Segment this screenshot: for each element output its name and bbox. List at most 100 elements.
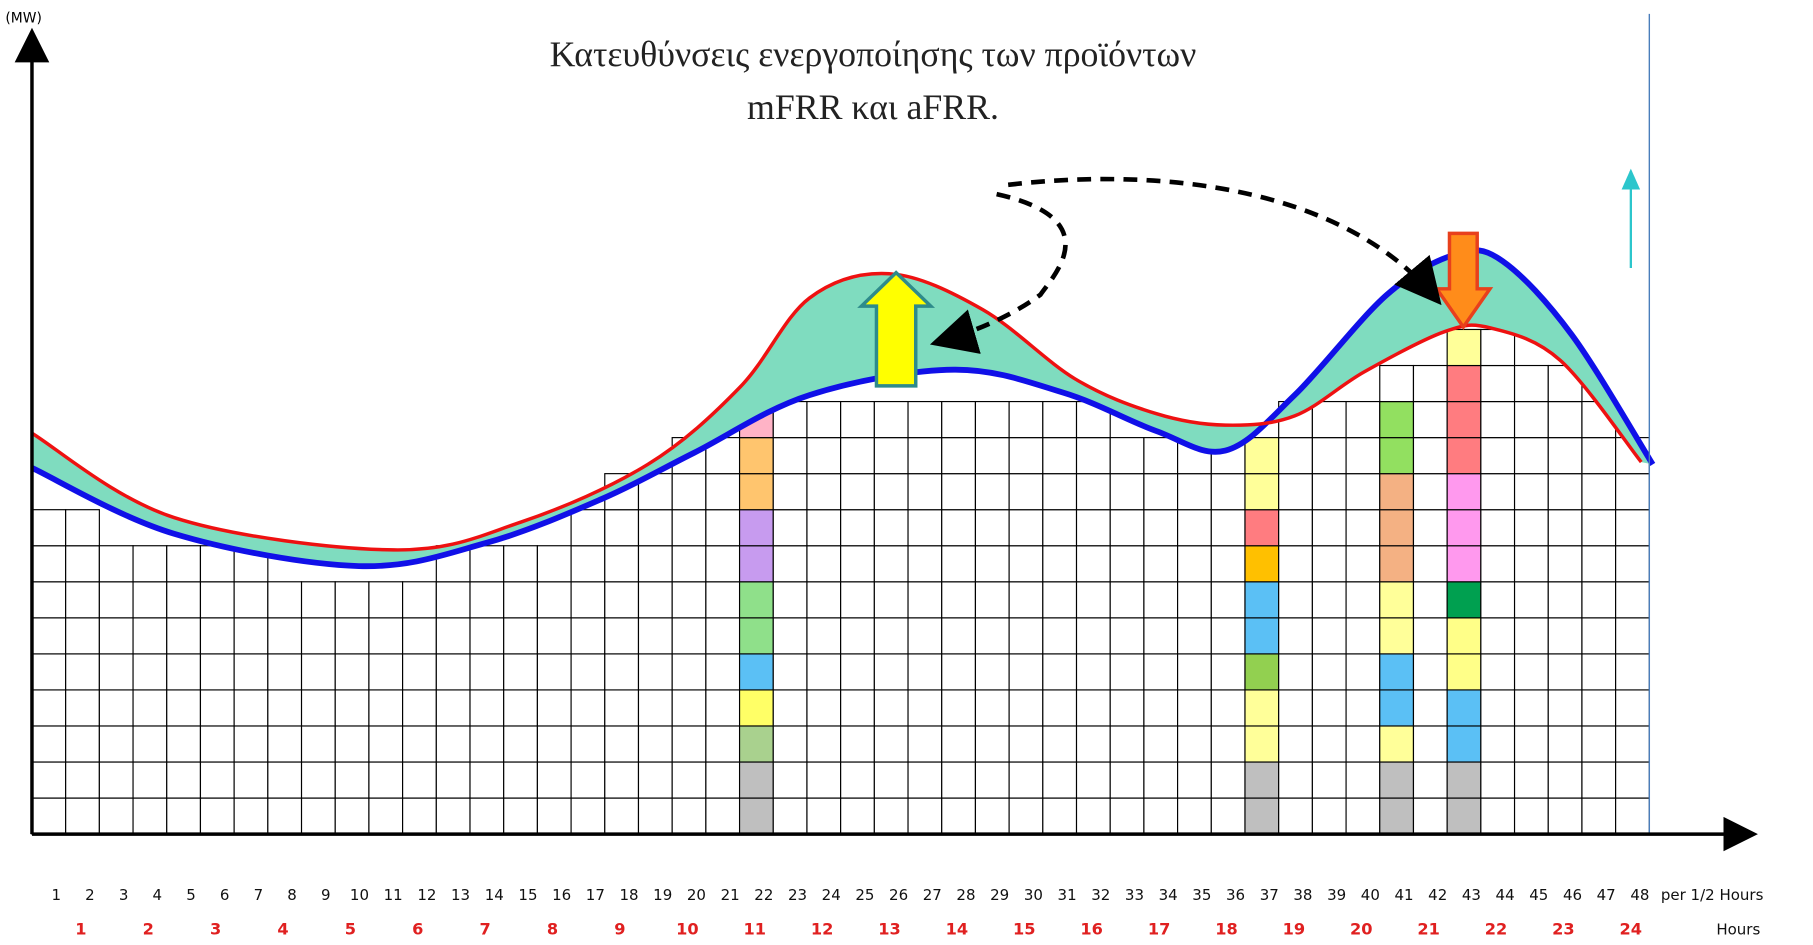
grid-cell (1244, 437, 1280, 475)
grid-cell (738, 761, 774, 799)
grid-cell (1446, 364, 1482, 403)
grid-cell (98, 689, 134, 727)
grid-cell (1075, 509, 1111, 547)
grid-cell (267, 653, 303, 691)
grid-cell (1143, 797, 1179, 835)
grid-cell (907, 545, 943, 583)
grid-cell (1412, 761, 1448, 799)
grid-cell (1412, 364, 1448, 403)
grid-cell (941, 617, 977, 655)
grid-cell (1513, 400, 1549, 439)
grid-cell (31, 797, 67, 835)
grid-cell (705, 725, 741, 763)
grid-cell (974, 689, 1010, 727)
grid-cell (1210, 473, 1246, 511)
grid-cell (941, 545, 977, 583)
half-hour-label: 35 (1192, 886, 1211, 904)
grid-cell (772, 725, 808, 763)
grid-cell (1075, 761, 1111, 799)
half-hour-label: 29 (990, 886, 1009, 904)
grid-cell (637, 725, 673, 763)
grid-cell (840, 400, 875, 439)
grid-cell (65, 581, 100, 619)
grid-cell (1379, 617, 1415, 655)
half-hour-label: 1 (51, 886, 61, 904)
grid-cell (1446, 437, 1482, 475)
grid-cell (974, 400, 1010, 439)
grid-cell (1177, 581, 1212, 619)
grid-cell (604, 509, 640, 547)
grid-cell (738, 581, 774, 619)
grid-cell (840, 725, 875, 763)
grid-cell (1008, 545, 1044, 583)
grid-cell (840, 473, 875, 511)
grid-cell (1513, 437, 1549, 475)
grid-cell (1446, 689, 1482, 727)
grid-cell (873, 473, 909, 511)
reserve-band (31, 250, 1653, 567)
half-hour-label: 13 (451, 886, 470, 904)
half-hour-label: 38 (1293, 886, 1312, 904)
grid-cell (402, 653, 437, 691)
grid-cell (772, 797, 808, 835)
grid-cell (1311, 797, 1347, 835)
grid-cell (907, 437, 943, 475)
grid-cell (705, 473, 741, 511)
grid-cell (1547, 797, 1583, 835)
half-hour-label: 48 (1630, 886, 1649, 904)
grid-cell (132, 797, 168, 835)
grid-cell (1109, 689, 1145, 727)
grid-cell (1412, 617, 1448, 655)
grid-cell (941, 689, 977, 727)
grid-cell (1412, 797, 1448, 835)
half-hour-label: 41 (1394, 886, 1413, 904)
grid-cell (941, 400, 977, 439)
grid-cell (1042, 509, 1078, 547)
grid-cell (1513, 653, 1549, 691)
grid-cell (1581, 761, 1617, 799)
grid-cell (1581, 509, 1617, 547)
grid-cell (1177, 689, 1212, 727)
grid-cell (873, 689, 909, 727)
grid-cell (840, 437, 875, 475)
hours-unit: Hours (1716, 920, 1760, 938)
grid-cell (435, 581, 471, 619)
grid-cell (974, 581, 1010, 619)
half-hour-label: 33 (1125, 886, 1144, 904)
grid-cell (1379, 400, 1415, 439)
grid-cell (974, 797, 1010, 835)
grid-cell (873, 437, 909, 475)
grid-cell (233, 725, 269, 763)
grid-cell (65, 617, 100, 655)
grid-cell (1581, 653, 1617, 691)
down-arrow (1433, 231, 1494, 330)
grid-cell (1480, 725, 1516, 763)
grid-cell (1513, 581, 1549, 619)
hour-label: 10 (676, 919, 698, 938)
grid-cell (1278, 581, 1313, 619)
grid-cell (31, 725, 67, 763)
grid-cell (1278, 617, 1313, 655)
grid-cell (941, 581, 977, 619)
grid-cell (1412, 509, 1448, 547)
grid-cell (705, 689, 741, 727)
grid-cell (132, 545, 168, 583)
grid-cell (1480, 653, 1516, 691)
grid-cell (334, 761, 370, 799)
grid-cell (671, 761, 707, 799)
grid-cell (368, 617, 404, 655)
grid-cell (1109, 797, 1145, 835)
grid-cell (1615, 689, 1650, 727)
grid-cell (1042, 400, 1078, 439)
grid-cell (1480, 437, 1516, 475)
grid-cell (1244, 473, 1280, 511)
hour-label: 16 (1080, 919, 1102, 938)
grid-cell (267, 725, 303, 763)
grid-cell (907, 617, 943, 655)
half-hour-label: 32 (1091, 886, 1110, 904)
half-hour-label: 27 (923, 886, 942, 904)
grid-cell (705, 509, 741, 547)
grid-cell (199, 797, 235, 835)
grid-cell (1412, 653, 1448, 691)
